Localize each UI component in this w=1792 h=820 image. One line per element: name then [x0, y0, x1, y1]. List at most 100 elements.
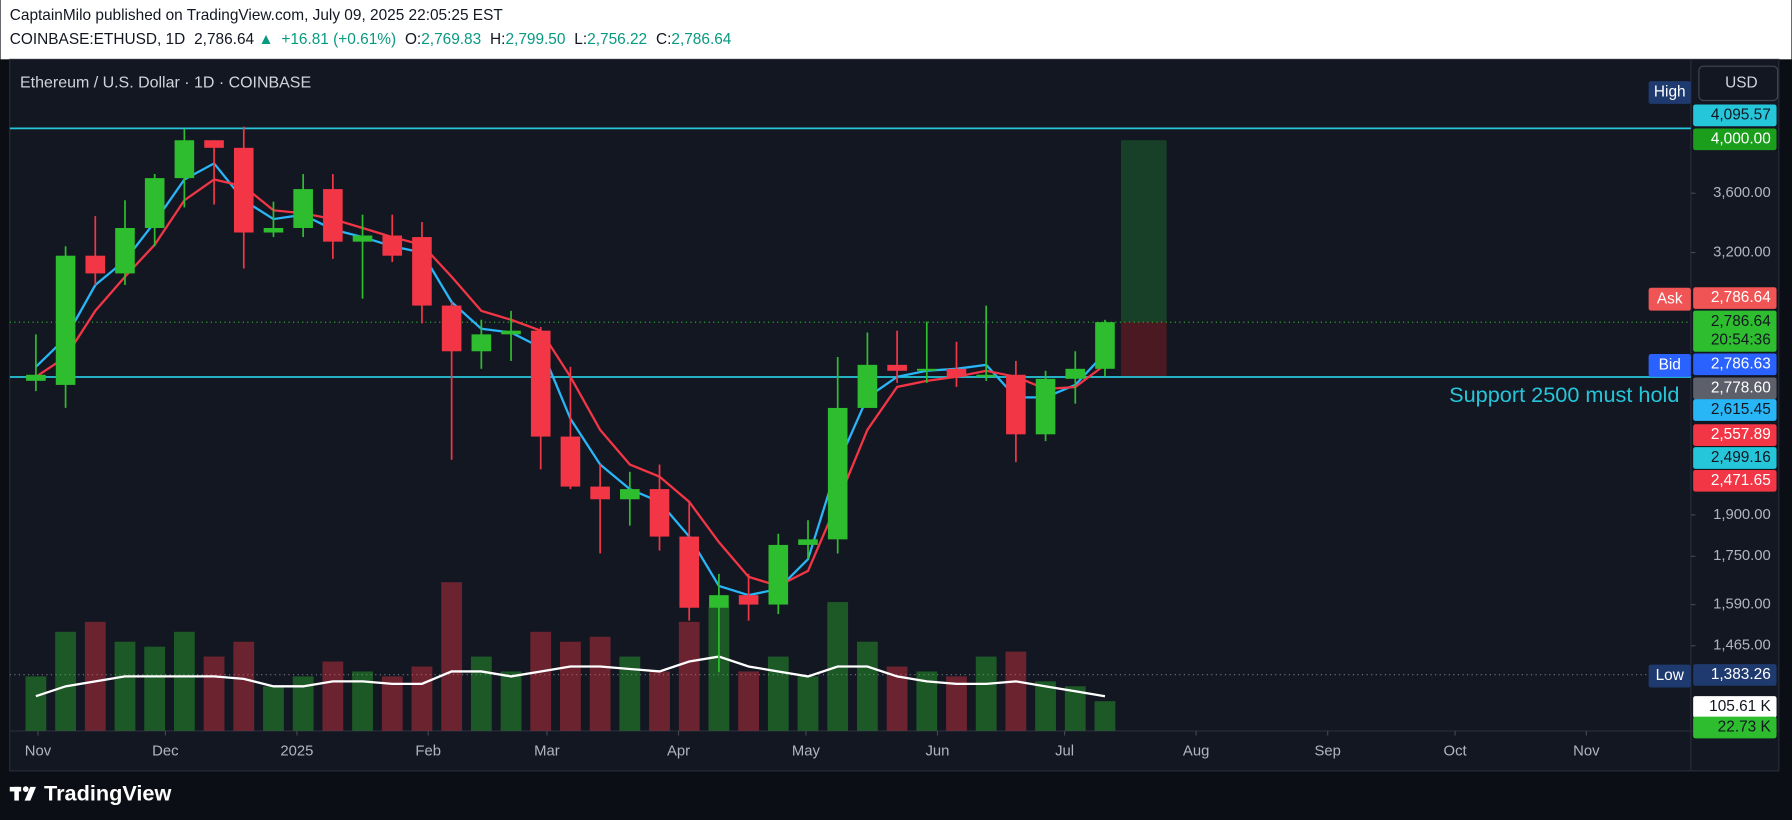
logo-part — [22, 786, 29, 793]
chart-pane — [9, 58, 1780, 772]
price-label-bg — [1693, 664, 1777, 686]
volume-bar — [411, 666, 433, 731]
ohlc-value: 2,799.50 — [505, 31, 565, 48]
candle-body — [26, 374, 46, 381]
ohlc-key: L: — [574, 31, 587, 48]
price-tag: Ask — [1657, 290, 1683, 307]
volume-bar — [619, 656, 641, 731]
volume-bar — [173, 631, 195, 731]
price-label-bg — [1693, 424, 1777, 446]
volume-bar — [678, 621, 700, 731]
price-label: 4,095.57 — [1711, 106, 1771, 123]
candle-body — [55, 255, 76, 385]
volume-bar — [856, 641, 878, 731]
logo-part — [24, 786, 37, 801]
candle-body — [293, 189, 313, 228]
candle-body — [916, 368, 937, 371]
volume-bar — [916, 671, 938, 731]
volume-bar — [975, 656, 997, 731]
price-label-bg — [1693, 399, 1777, 421]
header-bg — [0, 0, 1792, 60]
volume-bar — [470, 656, 492, 731]
x-tick-label: Oct — [1444, 743, 1468, 759]
volume-bar — [322, 661, 344, 731]
candle-body — [1095, 322, 1115, 369]
price-tag-bg — [1648, 354, 1691, 377]
candle-body — [946, 368, 967, 377]
price-label-bg — [1693, 310, 1777, 352]
volume-bar — [203, 656, 225, 731]
price-label: 2,499.16 — [1711, 449, 1771, 466]
candle-body — [649, 489, 670, 537]
x-tick-label: Nov — [25, 743, 52, 759]
volume-bar — [946, 676, 967, 731]
ohlc-value: 2,786.64 — [671, 31, 731, 48]
volume-bar — [441, 582, 463, 731]
last-price: 2,786.64 — [194, 31, 254, 48]
volume-bar — [560, 641, 581, 731]
currency-label[interactable]: USD — [1725, 74, 1758, 91]
x-tick-label: 2025 — [280, 743, 313, 759]
candle-body — [560, 436, 581, 487]
candle-body — [501, 330, 521, 335]
candle-body — [144, 178, 165, 228]
candle-body — [233, 147, 254, 233]
ohlc-key: C: — [656, 31, 671, 48]
candle-body — [85, 255, 106, 274]
price-label-bg — [1693, 447, 1777, 469]
y-tick-label: 1,590.00 — [1713, 596, 1771, 612]
ohlc-value: 2,769.83 — [421, 31, 481, 48]
price-label-bg — [1693, 287, 1777, 309]
volume-bar — [589, 636, 611, 731]
volume-bar — [1064, 686, 1086, 731]
volume-bar — [886, 666, 908, 731]
price-tag-bg — [1648, 287, 1691, 311]
volume-bar — [144, 646, 166, 731]
volume-bar — [1005, 651, 1027, 731]
candle-body — [412, 237, 432, 306]
change: +16.81 (+0.61%) — [281, 31, 396, 48]
price-label: 2,786.64 — [1711, 289, 1771, 306]
publish-line: CaptainMilo published on TradingView.com… — [10, 7, 504, 24]
price-label-bg — [1693, 128, 1777, 151]
ohlc-key: H: — [490, 31, 505, 48]
candle-body — [857, 364, 878, 408]
price-label-bg — [1693, 377, 1777, 400]
logo-part — [14, 786, 19, 801]
volume-bar — [114, 641, 136, 731]
y-tick-label: 1,465.00 — [1713, 638, 1771, 654]
price-label: 1,383.26 — [1711, 666, 1771, 683]
position-target — [1120, 140, 1167, 323]
volume-bar — [233, 641, 255, 731]
volume-bar — [25, 676, 47, 731]
volume-bar — [767, 656, 789, 731]
candle-body — [204, 140, 224, 148]
price-label: 22.73 K — [1718, 719, 1772, 736]
volume-bar — [1035, 681, 1056, 731]
x-tick-label: May — [792, 743, 821, 759]
volume-bar — [84, 621, 106, 731]
price-label: 105.61 K — [1709, 698, 1771, 715]
x-tick-label: Mar — [534, 743, 560, 759]
candle-body — [887, 364, 907, 371]
x-tick-label: Jul — [1055, 743, 1074, 759]
price-label: 2,615.45 — [1711, 401, 1771, 418]
price-tag: Bid — [1659, 357, 1681, 374]
volume-bar — [352, 671, 373, 731]
x-tick-label: Aug — [1183, 743, 1209, 759]
candle-body — [768, 544, 789, 605]
volume-bar — [1094, 701, 1116, 731]
volume-bar — [797, 676, 819, 731]
position-stop — [1120, 322, 1167, 377]
y-tick-label: 3,600.00 — [1713, 185, 1771, 201]
ohlc-key: O: — [405, 31, 421, 48]
volume-bar — [263, 686, 284, 731]
volume-bar — [500, 671, 522, 731]
candle-body — [827, 407, 848, 540]
price-tag-bg — [1648, 664, 1691, 688]
price-label-bg — [1693, 696, 1777, 718]
y-tick-label: 1,750.00 — [1713, 548, 1771, 564]
currency-button[interactable] — [1698, 65, 1779, 102]
